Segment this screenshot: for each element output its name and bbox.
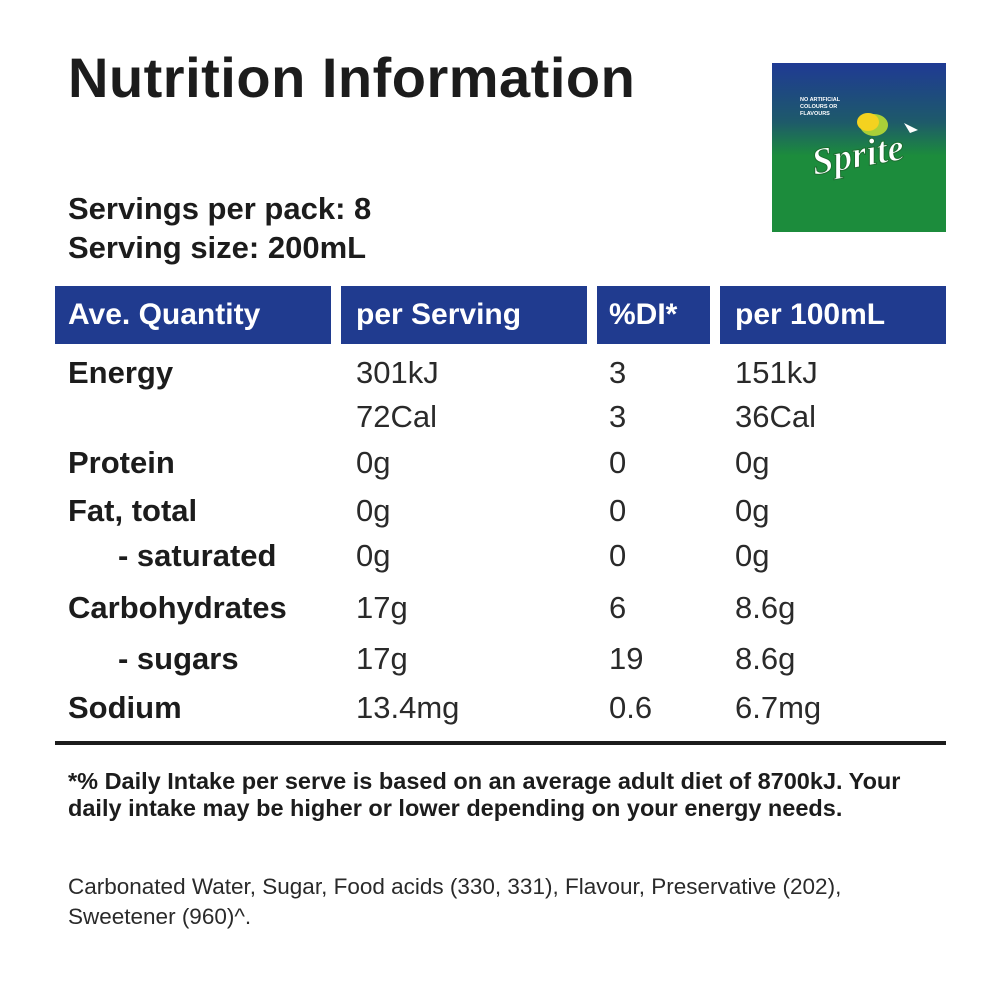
di-value: 19: [609, 641, 644, 676]
nutrient-name: Sodium: [68, 690, 182, 725]
table-row: Protein 0g 0 0g: [0, 441, 1000, 485]
per-serving-value: 13.4mg: [356, 690, 460, 725]
nutrient-name: Carbohydrates: [68, 590, 287, 625]
per-100ml-value: 0g: [735, 538, 770, 573]
per-100ml-value: 0g: [735, 445, 770, 480]
di-value: 0: [609, 445, 627, 480]
per-100ml-value: 36Cal: [735, 399, 816, 434]
nutrient-name: Fat, total: [68, 493, 198, 528]
table-row: 72Cal 3 36Cal: [0, 395, 1000, 439]
per-serving-value: 0g: [356, 538, 391, 573]
per-serving-value: 72Cal: [356, 399, 437, 434]
table-row: Fat, total 0g 0 0g: [0, 489, 1000, 533]
lemon-icon: [857, 113, 879, 131]
per-100ml-value: 151kJ: [735, 355, 818, 390]
per-serving-value: 301kJ: [356, 355, 439, 390]
page-title: Nutrition Information: [68, 46, 636, 109]
di-value: 0.6: [609, 690, 653, 725]
di-value: 3: [609, 399, 627, 434]
di-value: 6: [609, 590, 627, 625]
per-100ml-value: 6.7mg: [735, 690, 822, 725]
logo-tagline-line-1: NO ARTIFICIAL: [800, 97, 841, 103]
di-value: 0: [609, 538, 627, 573]
logo-wordmark: Sprite: [809, 126, 908, 184]
per-serving-value: 0g: [356, 493, 391, 528]
logo-tagline-line-3: FLAVOURS: [800, 111, 830, 117]
per-100ml-value: 8.6g: [735, 590, 796, 625]
nutrient-name: Protein: [68, 445, 175, 480]
table-row: - saturated 0g 0 0g: [0, 534, 1000, 578]
table-row: Carbohydrates 17g 6 8.6g: [0, 586, 1000, 630]
serving-size: Serving size: 200mL: [68, 230, 367, 265]
nutrient-name: - sugars: [118, 641, 239, 676]
header-per-serving: per Serving: [341, 286, 587, 344]
per-100ml-value: 0g: [735, 493, 770, 528]
header-per-100ml: per 100mL: [720, 286, 946, 344]
table-row: Sodium 13.4mg 0.6 6.7mg: [0, 686, 1000, 730]
di-value: 3: [609, 355, 627, 390]
header-percent-di: %DI*: [597, 286, 710, 344]
logo-tagline-line-2: COLOURS OR: [800, 104, 837, 110]
table-row: - sugars 17g 19 8.6g: [0, 637, 1000, 681]
servings-per-pack: Servings per pack: 8: [68, 191, 372, 226]
per-serving-value: 17g: [356, 590, 408, 625]
header-ave-quantity: Ave. Quantity: [55, 286, 331, 344]
nutrient-name: - saturated: [118, 538, 277, 573]
daily-intake-footnote: *% Daily Intake per serve is based on an…: [68, 768, 901, 821]
ingredients-list: Carbonated Water, Sugar, Food acids (330…: [68, 874, 842, 929]
nutrient-name: Energy: [68, 355, 174, 390]
sprite-logo: NO ARTIFICIAL COLOURS OR FLAVOURS Sprite: [772, 63, 946, 232]
table-bottom-rule: [55, 741, 946, 745]
per-serving-value: 17g: [356, 641, 408, 676]
di-value: 0: [609, 493, 627, 528]
per-100ml-value: 8.6g: [735, 641, 796, 676]
table-row: Energy 301kJ 3 151kJ: [0, 351, 1000, 395]
per-serving-value: 0g: [356, 445, 391, 480]
